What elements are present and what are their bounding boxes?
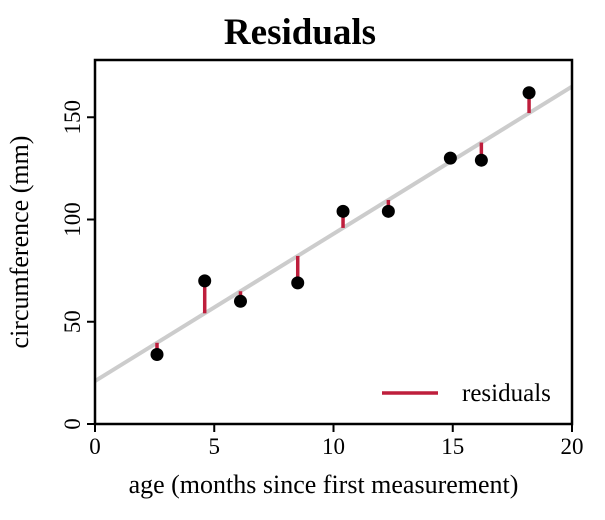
- y-axis-label: circumference (mm): [5, 136, 34, 349]
- legend-label: residuals: [462, 380, 551, 407]
- x-tick-label: 20: [561, 434, 584, 459]
- y-tick-label: 50: [60, 310, 85, 333]
- x-tick-label: 0: [89, 434, 101, 459]
- fit-line: [93, 84, 574, 383]
- y-tick-label: 0: [60, 418, 85, 430]
- data-point: [233, 294, 247, 308]
- plot-frame: [93, 58, 574, 426]
- data-point: [150, 347, 164, 361]
- data-point: [474, 153, 488, 167]
- data-point: [522, 86, 536, 100]
- x-axis-label: age (months since first measurement): [129, 470, 519, 499]
- data-point: [381, 204, 395, 218]
- data-point: [336, 204, 350, 218]
- data-point: [198, 274, 212, 288]
- data-point: [291, 276, 305, 290]
- x-tick-label: 10: [322, 434, 345, 459]
- x-tick-label: 15: [441, 434, 464, 459]
- y-tick-label: 100: [60, 202, 85, 237]
- x-tick-label: 5: [209, 434, 221, 459]
- y-tick-label: 150: [60, 100, 85, 134]
- data-point: [443, 151, 457, 165]
- chart-title: Residuals: [224, 12, 376, 53]
